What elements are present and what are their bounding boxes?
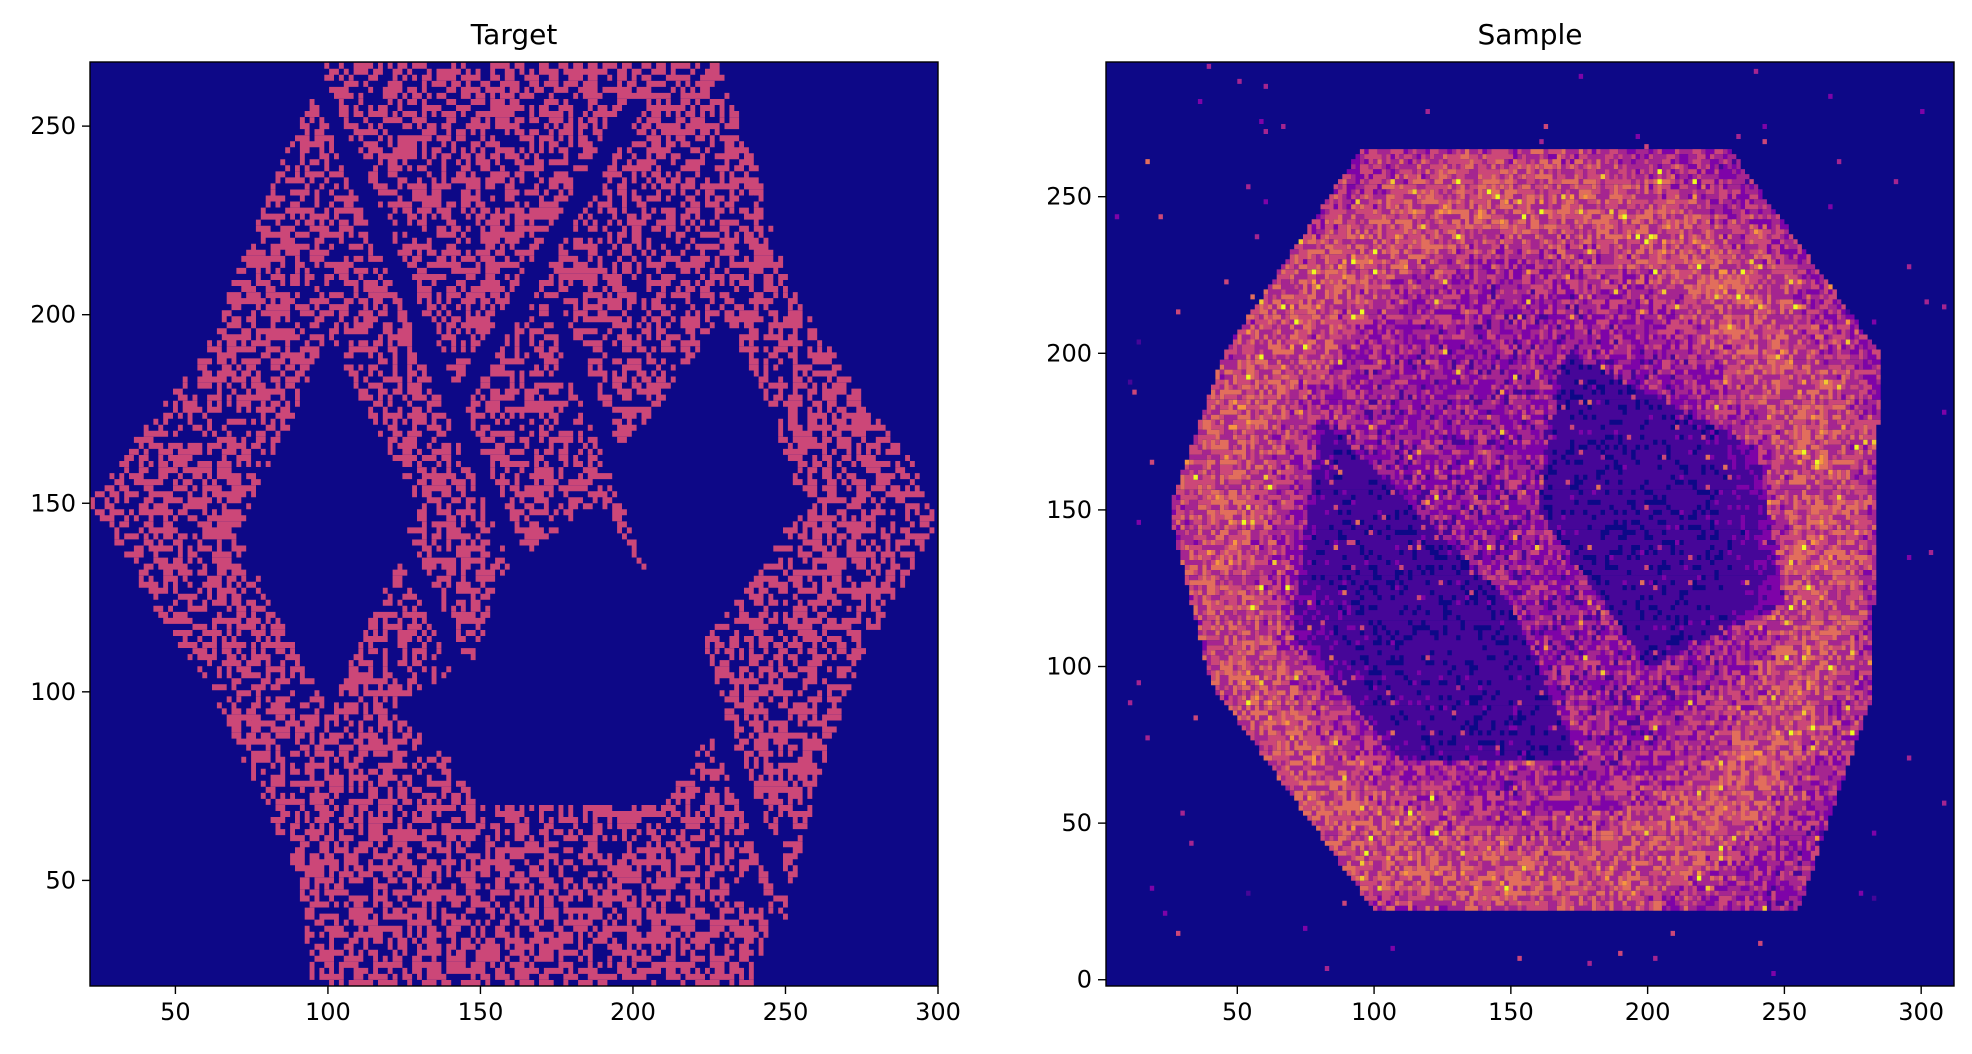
- sample-x-tick-label: 250: [1761, 998, 1807, 1026]
- target-frame: [89, 61, 939, 987]
- sample-y-tick-label: 100: [1046, 653, 1092, 681]
- target-y-tick-label: 50: [45, 866, 76, 894]
- sample-density-level-1: [1127, 159, 1877, 911]
- sample-y-tick-label: 200: [1046, 339, 1092, 367]
- target-title: Target: [470, 18, 558, 51]
- target-x-axis: 50 100 150 200 250 300: [160, 986, 961, 1026]
- sample-x-tick-label: 100: [1351, 998, 1397, 1026]
- target-x-tick-label: 150: [458, 998, 504, 1026]
- sample-x-tick-label: 150: [1488, 998, 1534, 1026]
- target-y-tick-label: 100: [30, 678, 76, 706]
- sample-x-tick-label: 300: [1898, 998, 1944, 1026]
- sample-y-tick-label: 0: [1077, 966, 1092, 994]
- target-y-tick-label: 150: [30, 489, 76, 517]
- target-y-axis: 50 100 150 200 250: [30, 112, 90, 894]
- sample-x-tick-label: 50: [1222, 998, 1253, 1026]
- sample-y-tick-label: 250: [1046, 183, 1092, 211]
- target-heatmap: [90, 62, 938, 986]
- target-x-tick-label: 200: [610, 998, 656, 1026]
- target-x-tick-label: 300: [915, 998, 961, 1026]
- sample-y-tick-label: 150: [1046, 496, 1092, 524]
- sample-density-level-5: [1145, 149, 1877, 911]
- sample-title: Sample: [1478, 18, 1583, 51]
- target-x-tick-label: 250: [763, 998, 809, 1026]
- target-x-tick-label: 100: [305, 998, 351, 1026]
- sample-heatmap: [1106, 62, 1954, 986]
- sample-x-tick-label: 200: [1625, 998, 1671, 1026]
- sample-frame: [1105, 61, 1955, 987]
- sample-density-level-4: [1132, 124, 1881, 961]
- target-x-tick-label: 50: [160, 998, 191, 1026]
- sample-x-axis: 50 100 150 200 250 300: [1222, 986, 1944, 1026]
- target-y-tick-label: 250: [30, 112, 76, 140]
- sample-density-level-3: [1127, 63, 1947, 971]
- sample-y-tick-label: 50: [1061, 809, 1092, 837]
- target-density-cells: [90, 62, 935, 986]
- sample-y-axis: 0 50 100 150 200 250: [1046, 183, 1106, 994]
- target-y-tick-label: 200: [30, 301, 76, 329]
